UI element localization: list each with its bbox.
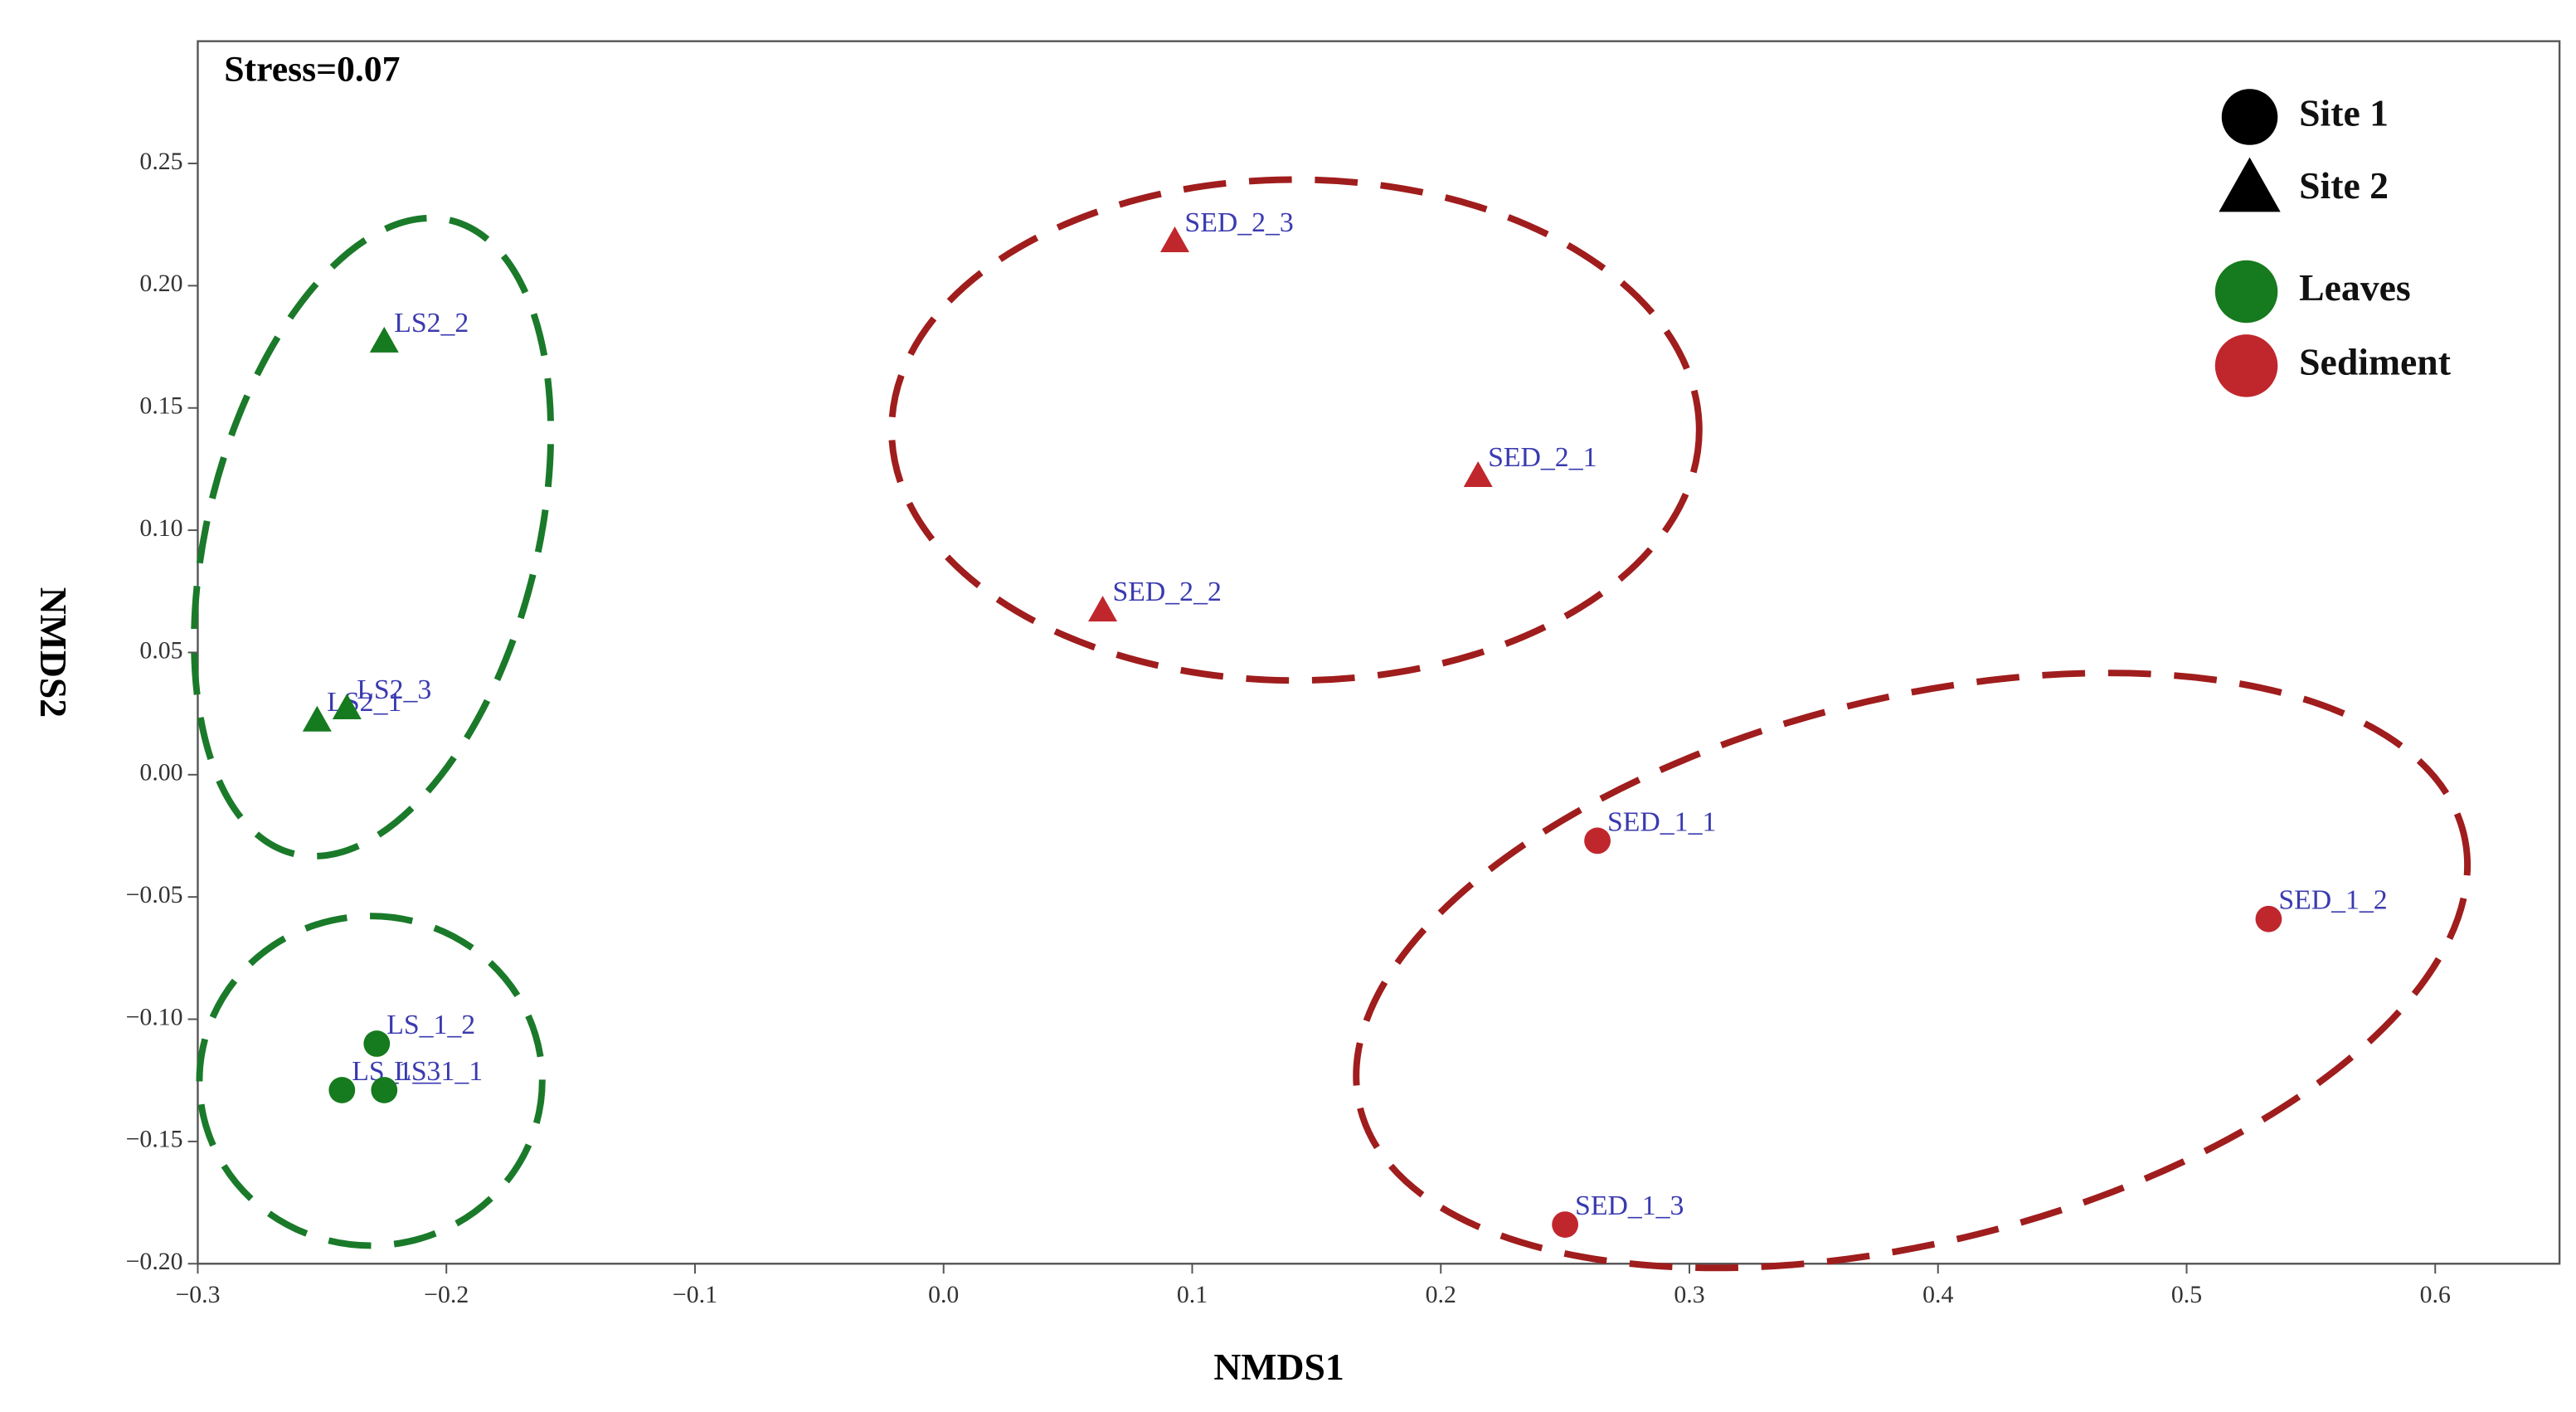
y-tick-label: 0.10 — [139, 514, 182, 542]
point-label: LS2_2 — [394, 308, 469, 338]
point-label: LS_1_3 — [352, 1056, 440, 1087]
y-tick-label: −0.05 — [126, 881, 183, 908]
x-tick-label: 0.6 — [2420, 1281, 2451, 1308]
x-axis-label: NMDS1 — [1213, 1346, 1344, 1388]
x-tick-label: 0.1 — [1177, 1281, 1208, 1308]
point — [369, 326, 399, 353]
annotation: Stress=0.07 — [224, 49, 400, 89]
point — [1088, 596, 1118, 622]
y-tick-label: 0.25 — [139, 148, 182, 175]
point-label: LS_1_1 — [394, 1056, 483, 1087]
point — [328, 1077, 356, 1103]
x-tick-label: 0.4 — [1922, 1281, 1953, 1308]
legend-text: Leaves — [2299, 266, 2411, 309]
y-tick-label: −0.10 — [126, 1003, 183, 1030]
ellipse — [191, 214, 555, 859]
y-tick-label: −0.20 — [126, 1248, 183, 1275]
point-label: SED_2_3 — [1184, 207, 1293, 238]
y-tick-label: −0.15 — [126, 1126, 183, 1153]
point — [371, 1077, 398, 1103]
y-tick-label: 0.05 — [139, 636, 182, 664]
point — [1552, 1211, 1579, 1238]
point — [1463, 460, 1493, 487]
x-tick-label: −0.3 — [175, 1281, 220, 1308]
x-tick-label: −0.1 — [673, 1281, 717, 1308]
point-label: SED_1_2 — [2278, 885, 2387, 916]
ellipse — [1353, 669, 2472, 1272]
legend-symbol — [2221, 89, 2278, 145]
point-label: LS2_3 — [357, 674, 431, 705]
point-label: SED_2_2 — [1112, 577, 1221, 607]
ellipses — [191, 176, 2472, 1272]
y-tick-label: 0.00 — [139, 759, 182, 786]
y-tick-label: 0.15 — [139, 392, 182, 420]
legend-text: Site 2 — [2299, 164, 2389, 207]
legend-text: Site 1 — [2299, 91, 2389, 134]
x-tick-label: 0.5 — [2171, 1281, 2202, 1308]
point-label: SED_2_1 — [1488, 442, 1597, 473]
point-label: SED_1_1 — [1607, 806, 1716, 837]
point-label: LS_1_2 — [386, 1010, 475, 1040]
point — [302, 705, 332, 732]
point-label: SED_1_3 — [1575, 1190, 1684, 1221]
point — [1584, 827, 1611, 855]
x-tick-label: 0.2 — [1426, 1281, 1456, 1308]
legend-symbol — [2219, 157, 2281, 212]
point — [1160, 226, 1189, 253]
legend-text: Sediment — [2299, 340, 2452, 382]
x-tick-label: 0.0 — [928, 1281, 959, 1308]
point — [363, 1030, 391, 1057]
point — [2255, 905, 2282, 932]
ellipse — [888, 176, 1703, 684]
x-tick-label: 0.3 — [1674, 1281, 1704, 1308]
y-tick-label: 0.20 — [139, 270, 182, 297]
ellipse — [196, 913, 546, 1249]
legend-symbol — [2214, 334, 2278, 397]
x-tick-label: −0.2 — [424, 1281, 469, 1308]
y-axis-label: NMDS2 — [32, 587, 75, 718]
legend-symbol — [2214, 260, 2278, 324]
point — [332, 693, 362, 719]
